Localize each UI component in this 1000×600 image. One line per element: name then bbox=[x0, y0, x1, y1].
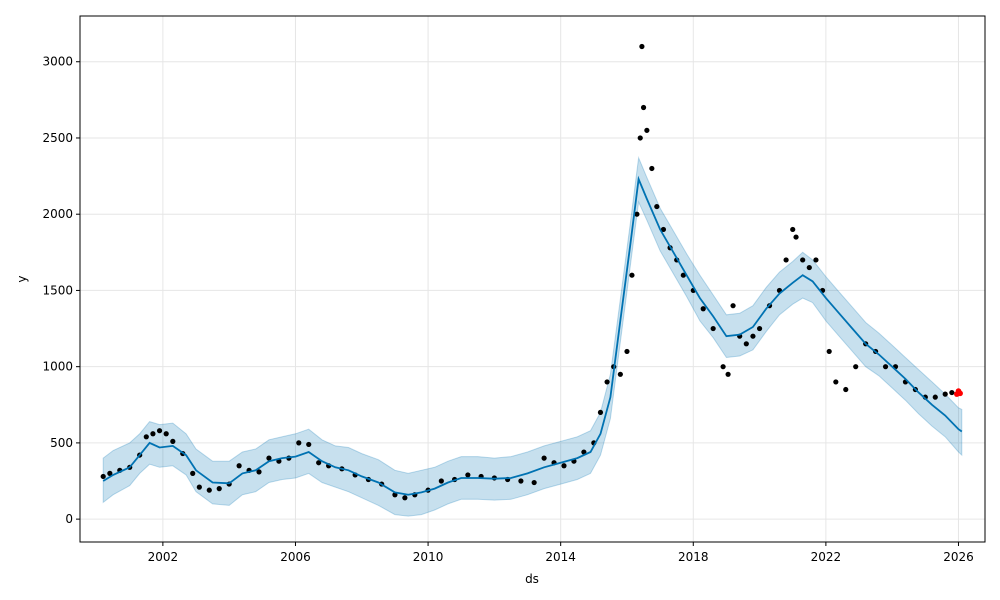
observed-point bbox=[206, 487, 212, 493]
forecast-line bbox=[102, 175, 963, 496]
observed-point bbox=[637, 135, 643, 141]
x-tick-label: 2026 bbox=[943, 550, 974, 564]
observed-point bbox=[163, 431, 169, 437]
observed-point bbox=[438, 478, 444, 484]
observed-point bbox=[581, 449, 587, 455]
observed-point bbox=[296, 440, 302, 446]
observed-point bbox=[634, 211, 640, 217]
y-tick-label: 0 bbox=[65, 512, 73, 526]
observed-point bbox=[710, 325, 716, 332]
observed-point bbox=[932, 394, 938, 400]
y-tick-label: 2500 bbox=[42, 131, 73, 145]
observed-point bbox=[306, 441, 312, 448]
observed-point bbox=[150, 431, 156, 437]
observed-point bbox=[853, 364, 859, 370]
observed-point bbox=[190, 470, 196, 476]
observed-point bbox=[790, 226, 796, 233]
observed-point bbox=[949, 389, 955, 396]
observed-point bbox=[826, 348, 832, 355]
observed-point bbox=[700, 306, 706, 312]
observed-point bbox=[654, 203, 660, 210]
y-tick-label: 1000 bbox=[42, 360, 73, 374]
observed-point bbox=[649, 165, 655, 172]
observed-point bbox=[617, 371, 623, 377]
observed-point bbox=[216, 486, 222, 492]
observed-point bbox=[720, 364, 726, 370]
observed-point bbox=[639, 43, 645, 50]
recent-point bbox=[957, 390, 963, 397]
observed-point bbox=[783, 257, 789, 263]
observed-point bbox=[100, 473, 106, 480]
y-axis-label: y bbox=[15, 275, 29, 282]
observed-point bbox=[629, 272, 635, 278]
observed-point bbox=[236, 463, 242, 469]
observed-point bbox=[465, 472, 471, 478]
observed-point bbox=[942, 391, 948, 397]
observed-point bbox=[604, 379, 610, 385]
observed-point bbox=[843, 386, 849, 393]
observed-point bbox=[806, 264, 812, 271]
observed-point bbox=[256, 469, 262, 475]
observed-point bbox=[750, 333, 756, 339]
x-tick-label: 2010 bbox=[413, 550, 444, 564]
observed-point bbox=[730, 303, 736, 309]
observed-point bbox=[170, 438, 176, 444]
x-tick-label: 2018 bbox=[678, 550, 709, 564]
y-tick-label: 1500 bbox=[42, 283, 73, 297]
observed-point bbox=[640, 104, 647, 111]
observed-point bbox=[813, 257, 819, 263]
observed-point bbox=[644, 127, 650, 133]
observed-point bbox=[660, 226, 667, 233]
observed-point bbox=[518, 478, 524, 484]
observed-point bbox=[561, 463, 567, 469]
observed-point bbox=[143, 434, 149, 440]
y-tick-label: 2000 bbox=[42, 207, 73, 221]
uncertainty-band bbox=[102, 155, 963, 517]
x-tick-label: 2014 bbox=[545, 550, 576, 564]
observed-point bbox=[800, 257, 806, 263]
axes: 2002 2006 2010 2014 2018 2022 2026 0 500 1000 1500… bbox=[42, 15, 986, 564]
observed-point bbox=[196, 484, 202, 490]
y-tick-label: 500 bbox=[50, 436, 73, 450]
observed-point bbox=[756, 325, 763, 332]
observed-point bbox=[882, 364, 889, 370]
observed-point bbox=[402, 495, 408, 501]
observed-point bbox=[680, 272, 686, 278]
uncertainty-area bbox=[102, 155, 963, 517]
observed-point bbox=[624, 348, 630, 355]
observed-point bbox=[156, 428, 163, 434]
observed-point bbox=[531, 479, 537, 486]
observed-point bbox=[793, 234, 799, 240]
observed-point bbox=[743, 341, 749, 347]
forecast-line-group bbox=[102, 175, 963, 496]
observed-point bbox=[316, 460, 322, 466]
recent-points bbox=[954, 388, 963, 397]
grid-lines bbox=[80, 16, 985, 542]
observed-point bbox=[107, 470, 113, 476]
x-tick-label: 2006 bbox=[280, 550, 311, 564]
observed-point bbox=[266, 455, 272, 461]
y-tick-label: 3000 bbox=[42, 55, 73, 69]
x-tick-label: 2002 bbox=[148, 550, 179, 564]
observed-point bbox=[541, 455, 547, 461]
plot-frame bbox=[79, 15, 986, 543]
x-tick-label: 2022 bbox=[811, 550, 842, 564]
x-axis-label: ds bbox=[525, 572, 539, 586]
observed-point bbox=[833, 379, 839, 385]
observed-point bbox=[725, 371, 731, 377]
observed-point bbox=[597, 409, 604, 416]
